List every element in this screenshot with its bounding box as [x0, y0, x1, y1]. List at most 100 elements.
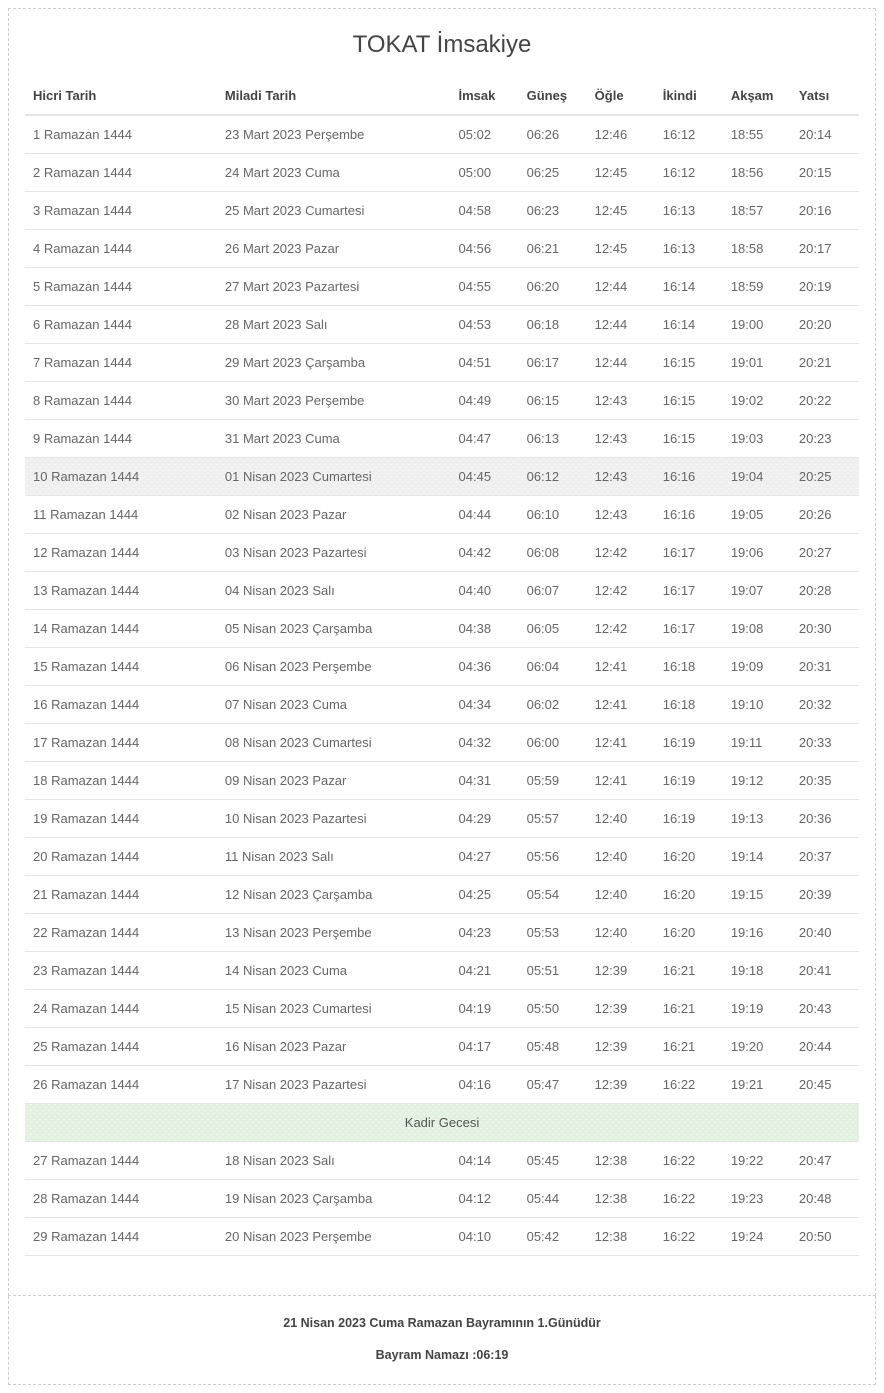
- cell-ogle: 12:40: [587, 838, 655, 876]
- page-container: TOKAT İmsakiye Hicri Tarih Miladi Tarih …: [0, 0, 884, 1393]
- cell-aksam: 18:55: [723, 115, 791, 154]
- cell-yatsi: 20:28: [791, 572, 859, 610]
- cell-hicri: 2 Ramazan 1444: [25, 154, 217, 192]
- cell-ogle: 12:43: [587, 458, 655, 496]
- cell-ogle: 12:39: [587, 990, 655, 1028]
- header-miladi: Miladi Tarih: [217, 77, 451, 115]
- cell-imsak: 04:36: [451, 648, 519, 686]
- cell-hicri: 17 Ramazan 1444: [25, 724, 217, 762]
- cell-imsak: 04:44: [451, 496, 519, 534]
- cell-gunes: 05:57: [519, 800, 587, 838]
- cell-hicri: 1 Ramazan 1444: [25, 115, 217, 154]
- cell-imsak: 04:58: [451, 192, 519, 230]
- cell-gunes: 06:08: [519, 534, 587, 572]
- cell-hicri: 13 Ramazan 1444: [25, 572, 217, 610]
- cell-imsak: 04:56: [451, 230, 519, 268]
- table-row: 19 Ramazan 144410 Nisan 2023 Pazartesi04…: [25, 800, 859, 838]
- cell-hicri: 3 Ramazan 1444: [25, 192, 217, 230]
- cell-ogle: 12:42: [587, 534, 655, 572]
- cell-yatsi: 20:45: [791, 1066, 859, 1104]
- cell-imsak: 04:49: [451, 382, 519, 420]
- imsakiye-panel: TOKAT İmsakiye Hicri Tarih Miladi Tarih …: [8, 8, 876, 1296]
- table-row: 27 Ramazan 144418 Nisan 2023 Salı04:1405…: [25, 1142, 859, 1180]
- cell-hicri: 29 Ramazan 1444: [25, 1218, 217, 1256]
- cell-yatsi: 20:36: [791, 800, 859, 838]
- cell-yatsi: 20:43: [791, 990, 859, 1028]
- cell-gunes: 05:44: [519, 1180, 587, 1218]
- cell-imsak: 04:21: [451, 952, 519, 990]
- cell-miladi: 06 Nisan 2023 Perşembe: [217, 648, 451, 686]
- cell-miladi: 31 Mart 2023 Cuma: [217, 420, 451, 458]
- cell-gunes: 06:13: [519, 420, 587, 458]
- table-row: 17 Ramazan 144408 Nisan 2023 Cumartesi04…: [25, 724, 859, 762]
- cell-gunes: 06:12: [519, 458, 587, 496]
- cell-miladi: 09 Nisan 2023 Pazar: [217, 762, 451, 800]
- cell-hicri: 4 Ramazan 1444: [25, 230, 217, 268]
- cell-gunes: 05:45: [519, 1142, 587, 1180]
- cell-miladi: 17 Nisan 2023 Pazartesi: [217, 1066, 451, 1104]
- cell-yatsi: 20:37: [791, 838, 859, 876]
- cell-ikindi: 16:13: [655, 230, 723, 268]
- cell-ikindi: 16:18: [655, 648, 723, 686]
- table-row: 8 Ramazan 144430 Mart 2023 Perşembe04:49…: [25, 382, 859, 420]
- cell-aksam: 19:08: [723, 610, 791, 648]
- cell-miladi: 28 Mart 2023 Salı: [217, 306, 451, 344]
- blank-cell: [25, 1256, 859, 1292]
- cell-ogle: 12:39: [587, 1028, 655, 1066]
- cell-hicri: 20 Ramazan 1444: [25, 838, 217, 876]
- cell-yatsi: 20:26: [791, 496, 859, 534]
- cell-hicri: 5 Ramazan 1444: [25, 268, 217, 306]
- footer-bayram-namaz: Bayram Namazı :06:19: [25, 1348, 859, 1362]
- cell-hicri: 28 Ramazan 1444: [25, 1180, 217, 1218]
- cell-aksam: 19:22: [723, 1142, 791, 1180]
- cell-ikindi: 16:20: [655, 914, 723, 952]
- cell-imsak: 04:55: [451, 268, 519, 306]
- cell-aksam: 19:06: [723, 534, 791, 572]
- cell-yatsi: 20:14: [791, 115, 859, 154]
- table-row: 20 Ramazan 144411 Nisan 2023 Salı04:2705…: [25, 838, 859, 876]
- cell-ogle: 12:45: [587, 192, 655, 230]
- cell-gunes: 05:54: [519, 876, 587, 914]
- table-row: 1 Ramazan 144423 Mart 2023 Perşembe05:02…: [25, 115, 859, 154]
- cell-aksam: 19:12: [723, 762, 791, 800]
- cell-aksam: 19:18: [723, 952, 791, 990]
- cell-miladi: 16 Nisan 2023 Pazar: [217, 1028, 451, 1066]
- cell-imsak: 04:16: [451, 1066, 519, 1104]
- cell-ikindi: 16:22: [655, 1142, 723, 1180]
- cell-gunes: 06:18: [519, 306, 587, 344]
- cell-imsak: 04:53: [451, 306, 519, 344]
- cell-yatsi: 20:17: [791, 230, 859, 268]
- cell-ogle: 12:42: [587, 610, 655, 648]
- cell-ikindi: 16:19: [655, 762, 723, 800]
- table-row: 11 Ramazan 144402 Nisan 2023 Pazar04:440…: [25, 496, 859, 534]
- cell-miladi: 10 Nisan 2023 Pazartesi: [217, 800, 451, 838]
- cell-yatsi: 20:48: [791, 1180, 859, 1218]
- cell-imsak: 04:23: [451, 914, 519, 952]
- header-ikindi: İkindi: [655, 77, 723, 115]
- cell-ogle: 12:40: [587, 876, 655, 914]
- cell-ogle: 12:38: [587, 1180, 655, 1218]
- cell-imsak: 04:29: [451, 800, 519, 838]
- cell-aksam: 19:11: [723, 724, 791, 762]
- header-hicri: Hicri Tarih: [25, 77, 217, 115]
- cell-gunes: 06:04: [519, 648, 587, 686]
- cell-gunes: 06:02: [519, 686, 587, 724]
- cell-hicri: 9 Ramazan 1444: [25, 420, 217, 458]
- table-row: 23 Ramazan 144414 Nisan 2023 Cuma04:2105…: [25, 952, 859, 990]
- cell-yatsi: 20:35: [791, 762, 859, 800]
- cell-yatsi: 20:27: [791, 534, 859, 572]
- cell-aksam: 19:16: [723, 914, 791, 952]
- cell-gunes: 06:23: [519, 192, 587, 230]
- cell-ogle: 12:45: [587, 154, 655, 192]
- header-gunes: Güneş: [519, 77, 587, 115]
- table-row: 25 Ramazan 144416 Nisan 2023 Pazar04:170…: [25, 1028, 859, 1066]
- cell-miladi: 07 Nisan 2023 Cuma: [217, 686, 451, 724]
- cell-hicri: 10 Ramazan 1444: [25, 458, 217, 496]
- cell-ogle: 12:39: [587, 952, 655, 990]
- cell-gunes: 05:50: [519, 990, 587, 1028]
- cell-ogle: 12:40: [587, 800, 655, 838]
- cell-yatsi: 20:16: [791, 192, 859, 230]
- cell-miladi: 27 Mart 2023 Pazartesi: [217, 268, 451, 306]
- table-row: 4 Ramazan 144426 Mart 2023 Pazar04:5606:…: [25, 230, 859, 268]
- cell-hicri: 24 Ramazan 1444: [25, 990, 217, 1028]
